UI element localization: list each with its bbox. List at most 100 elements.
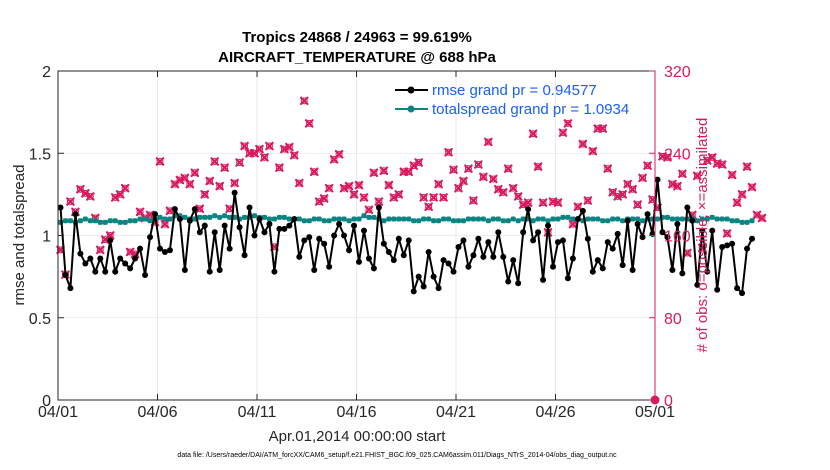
obs-assimilated-point [484,137,493,147]
obs-possible-point [634,201,642,209]
rmse-point [485,239,492,246]
rmse-point [226,245,233,252]
obs-possible-point [454,184,462,192]
totalspread-point [92,218,98,224]
totalspread-point [570,216,576,222]
rmse-point [331,232,338,239]
totalspread-point [679,216,685,222]
obs-assimilated-point [185,179,195,189]
rmse-point [545,222,552,229]
obs-assimilated-point [489,174,498,184]
totalspread-point [162,216,168,222]
obs-assimilated-point [230,178,239,188]
obs-possible-point [469,197,477,205]
rmse-point [365,255,372,262]
rmse-point [490,253,497,260]
totalspread-point [142,216,148,222]
totalspread-point [212,213,218,219]
obs-possible-point [335,150,343,158]
obs-possible-point [509,184,517,192]
x-axis: 04/01 04/06 04/11 04/16 04/21 04/26 05/01 [38,71,675,421]
totalspread-point [87,218,93,224]
obs-possible-point [305,119,313,127]
totalspread-point [197,214,203,220]
rmse-point [201,222,208,229]
rmse-point [704,268,711,275]
totalspread-point [296,216,302,222]
totalspread-point [560,214,566,220]
x-tick-label: 04/26 [535,404,575,421]
obs-possible-point [693,172,701,180]
x-tick-label: 04/01 [38,404,78,421]
totalspread-point [366,214,372,220]
totalspread-point [460,218,466,224]
totalspread-point [421,216,427,222]
rmse-point [221,222,228,229]
obs-possible-point [534,163,542,171]
totalspread-point [406,216,412,222]
rmse-point [564,275,571,282]
totalspread-point [242,214,248,220]
obs-assimilated-point [394,190,404,199]
obs-possible-point [514,192,522,200]
totalspread-point [157,214,163,220]
totalspread-point [664,214,670,220]
obs-assimilated-point [568,219,578,229]
totalspread-point [346,218,352,224]
totalspread-point [356,216,362,222]
rmse-point [142,271,149,278]
rmse-point [530,237,537,244]
totalspread-point [605,218,611,224]
rmse-point [360,227,367,234]
y-right-tick-label: 240 [664,146,691,163]
rmse-point [425,248,432,255]
obs-assimilated-point [275,163,284,172]
obs-possible-point [629,185,637,193]
totalspread-point [480,216,486,222]
totalspread-point [535,216,541,222]
obs-possible-point [136,208,144,216]
obs-assimilated-point [493,184,503,194]
obs-assimilated-point [538,198,548,207]
rmse-point [515,280,522,287]
totalspread-point [396,216,402,222]
totalspread-point [67,218,73,224]
obs-possible-point [370,169,378,177]
rmse-point [117,255,124,262]
obs-assimilated-point [528,129,538,139]
totalspread-point [127,218,133,224]
totalspread-point [595,216,601,222]
obs-possible-point [609,188,617,196]
totalspread-point [391,216,397,222]
obs-possible-point [594,125,602,133]
series-layer [56,96,767,405]
totalspread-point [446,216,452,222]
rmse-point [186,217,193,224]
totalspread-point [386,216,392,222]
obs-assimilated-point [145,210,155,220]
rmse-point [719,244,726,251]
obs-assimilated-point [454,183,463,193]
totalspread-point [147,218,153,224]
rmse-point [415,273,422,280]
rmse-point [684,204,691,211]
totalspread-point [470,216,476,222]
rmse-point [739,290,746,297]
totalspread-point [97,219,103,225]
totalspread-point [565,214,571,220]
obs-assimilated-point [439,193,448,202]
obs-assimilated-point [304,119,314,128]
obs-assimilated-point [319,194,329,203]
obs-assimilated-point [628,184,637,194]
rmse-point [166,247,173,254]
obs-assimilated-point [334,149,344,159]
obs-assimilated-point [309,167,319,177]
obs-assimilated-point [678,169,687,179]
totalspread-point [441,216,447,222]
obs-assimilated-point [66,197,75,206]
obs-possible-point [639,174,647,182]
rmse-point [311,267,318,274]
obs-assimilated-point [717,160,727,169]
totalspread-point [540,216,546,222]
